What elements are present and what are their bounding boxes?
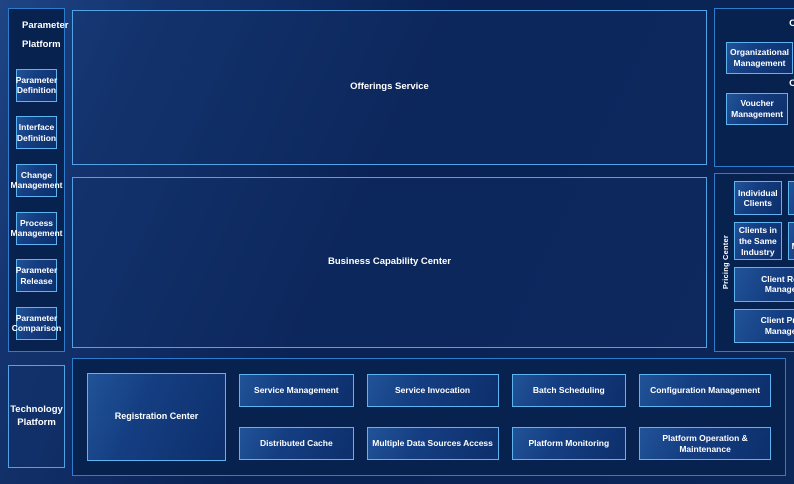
box-platform-operation-maintenance: Platform Operation & Maintenance: [639, 427, 771, 460]
box-batch-scheduling: Batch Scheduling: [511, 374, 627, 407]
tech-column-4: Configuration Management Platform Operat…: [639, 373, 771, 461]
box-client-protocol-management: Client Protocol Management: [734, 308, 794, 343]
box-registration-center: Registration Center: [87, 373, 226, 461]
box-distributed-cache: Distributed Cache: [239, 427, 354, 460]
box-process-management: Process Management: [11, 211, 63, 245]
operations-service-mid-label: Operations Service: [789, 78, 794, 89]
box-multiple-data-sources-access: Multiple Data Sources Access: [366, 427, 499, 460]
technology-platform-panel: Registration Center Service Management D…: [72, 358, 786, 476]
tech-column-3: Batch Scheduling Platform Monitoring: [511, 373, 627, 461]
box-clients-in-the-same-industry: Clients in the Same Industry: [734, 222, 782, 261]
box-change-management: Change Management: [11, 163, 62, 197]
box-parameter-comparison: Parameter Comparison: [12, 306, 61, 340]
box-contact-management: Contact Management: [787, 222, 794, 261]
tech-column-2: Service Invocation Multiple Data Sources…: [366, 373, 499, 461]
operations-row-2: Voucher Management Risk Management Ancil…: [726, 93, 794, 125]
tech-column-1: Service Management Distributed Cache: [239, 373, 354, 461]
layer-label-business-capability-center: Business Capability Center: [72, 177, 707, 348]
box-voucher-management: Voucher Management: [726, 93, 789, 125]
box-interface-definition: Interface Definition: [16, 116, 57, 150]
parameter-platform-panel: Parameter Platform Parameter Definition …: [8, 8, 69, 352]
box-individual-clients: Individual Clients: [734, 181, 782, 216]
operations-row-1: Organizational Management Teller Managem…: [726, 42, 794, 74]
box-service-invocation: Service Invocation: [366, 374, 499, 407]
pricing-center-vertical-label: Pricing Center: [721, 234, 730, 290]
box-corporate-clients: Corporate Clients: [787, 181, 794, 216]
layer-label-technology-platform: Technology Platform: [8, 365, 65, 468]
pricing-center-vertical-label-strip: Pricing Center: [717, 181, 734, 343]
box-parameter-release: Parameter Release: [16, 259, 57, 293]
offerings-service-row: Operations Service Organizational Manage…: [714, 8, 794, 167]
operations-service-panel: Operations Service Organizational Manage…: [714, 8, 794, 167]
pricing-center-group: Pricing Center Individual Clients Corpor…: [714, 173, 794, 352]
box-parameter-definition: Parameter Definition: [16, 68, 57, 102]
operations-service-title: Operations Service: [789, 18, 794, 29]
pricing-center-grid: Individual Clients Corporate Clients Cli…: [734, 181, 794, 343]
box-configuration-management: Configuration Management: [639, 374, 771, 407]
box-service-management: Service Management: [239, 374, 354, 407]
layer-label-offerings-service: Offerings Service: [72, 10, 707, 165]
box-client-relation-management: Client Relation Management: [734, 267, 794, 302]
box-organizational-management: Organizational Management: [726, 42, 794, 74]
business-capability-row: Pricing Center Individual Clients Corpor…: [714, 173, 794, 352]
box-platform-monitoring: Platform Monitoring: [511, 427, 627, 460]
parameter-platform-title: Parameter Platform: [22, 20, 69, 50]
